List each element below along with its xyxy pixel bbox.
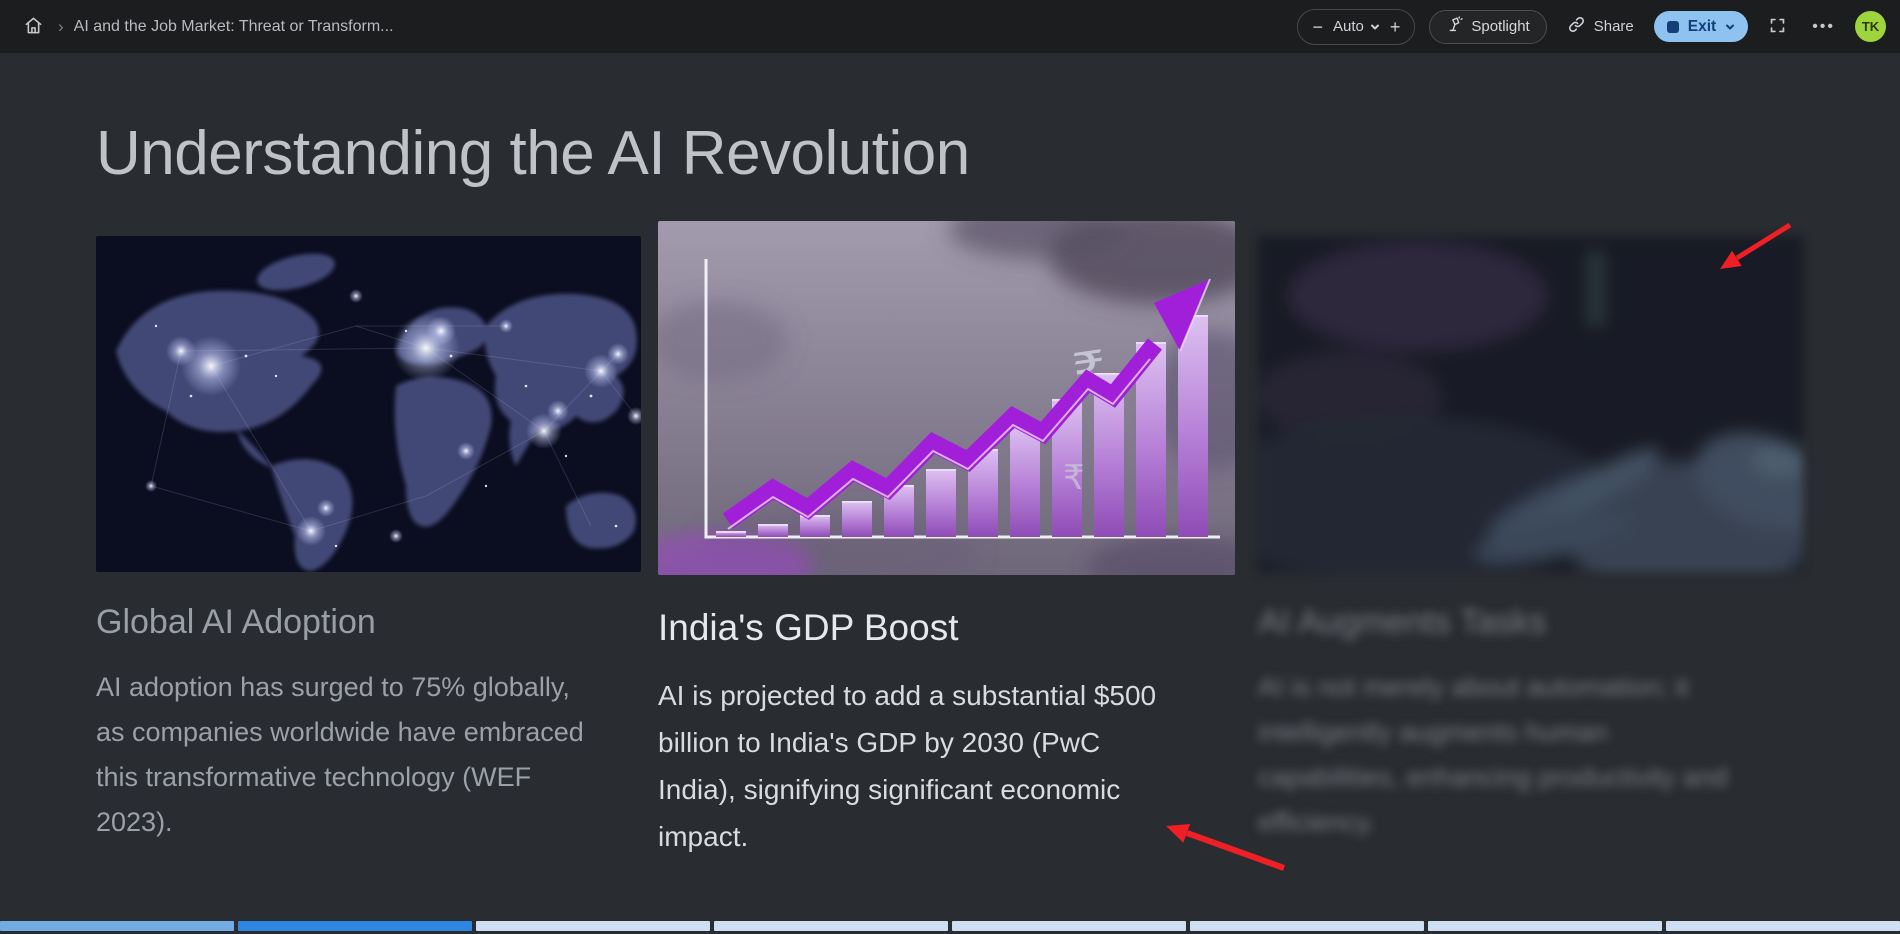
progress-segment-current[interactable] bbox=[238, 921, 472, 931]
progress-segment-future[interactable] bbox=[1190, 921, 1424, 931]
stop-square-icon bbox=[1666, 20, 1679, 33]
zoom-in-button[interactable]: + bbox=[1389, 16, 1401, 37]
avatar[interactable]: TK bbox=[1855, 11, 1886, 42]
zoom-level-value: Auto bbox=[1332, 18, 1364, 35]
card-body: AI is projected to add a substantial $50… bbox=[658, 680, 1157, 853]
card-indias-gdp-boost[interactable]: ₹ ₹ India's GDP Boost AI is projected to… bbox=[658, 221, 1235, 860]
breadcrumb[interactable]: AI and the Job Market: Threat or Transfo… bbox=[73, 17, 394, 35]
zoom-level-dropdown[interactable]: Auto bbox=[1333, 18, 1380, 35]
progress-segment-future[interactable] bbox=[1428, 921, 1662, 931]
progress-segment-future[interactable] bbox=[952, 921, 1186, 931]
card-body: AI is not merely about automation; it in… bbox=[1258, 671, 1728, 837]
exit-label: Exit bbox=[1687, 17, 1717, 35]
share-label: Share bbox=[1593, 18, 1634, 35]
spotlight-lamp-icon bbox=[1446, 16, 1464, 37]
exit-present-button[interactable]: Exit bbox=[1653, 11, 1749, 42]
progress-segment-future[interactable] bbox=[476, 921, 710, 931]
chevron-down-icon bbox=[1370, 24, 1379, 29]
card-ai-augments-tasks[interactable]: AI Augments Tasks AI is not merely about… bbox=[1258, 236, 1803, 845]
fullscreen-button[interactable] bbox=[1762, 12, 1792, 42]
zoom-control: − Auto + bbox=[1297, 8, 1416, 45]
spotlight-button[interactable]: Spotlight bbox=[1429, 9, 1547, 44]
more-options-button[interactable]: ••• bbox=[1806, 17, 1841, 37]
card-title: AI Augments Tasks bbox=[1258, 603, 1547, 641]
slide-title: Understanding the AI Revolution bbox=[96, 118, 970, 188]
card-body: AI adoption has surged to 75% globally, … bbox=[96, 671, 584, 837]
growth-chart-image: ₹ ₹ bbox=[658, 221, 1235, 575]
chevron-right-icon: › bbox=[58, 17, 64, 36]
link-icon bbox=[1567, 15, 1586, 38]
fullscreen-icon bbox=[1769, 17, 1786, 37]
slide-progress-bar bbox=[0, 921, 1900, 931]
robotic-hand-image bbox=[1258, 236, 1803, 572]
home-button[interactable] bbox=[18, 12, 48, 42]
card-title: Global AI Adoption bbox=[96, 603, 376, 641]
chevron-down-icon bbox=[1726, 24, 1735, 29]
topbar: › AI and the Job Market: Threat or Trans… bbox=[0, 0, 1900, 53]
progress-segment-past[interactable] bbox=[0, 921, 234, 931]
home-icon bbox=[24, 16, 43, 38]
svg-text:₹: ₹ bbox=[1063, 458, 1085, 498]
spotlight-label: Spotlight bbox=[1471, 18, 1530, 35]
card-title: India's GDP Boost bbox=[658, 607, 959, 648]
progress-segment-future[interactable] bbox=[1666, 921, 1900, 931]
world-map-image bbox=[96, 236, 641, 572]
share-button[interactable]: Share bbox=[1561, 15, 1640, 38]
zoom-out-button[interactable]: − bbox=[1312, 16, 1323, 37]
progress-segment-future[interactable] bbox=[714, 921, 948, 931]
card-global-ai-adoption[interactable]: Global AI Adoption AI adoption has surge… bbox=[96, 236, 641, 845]
